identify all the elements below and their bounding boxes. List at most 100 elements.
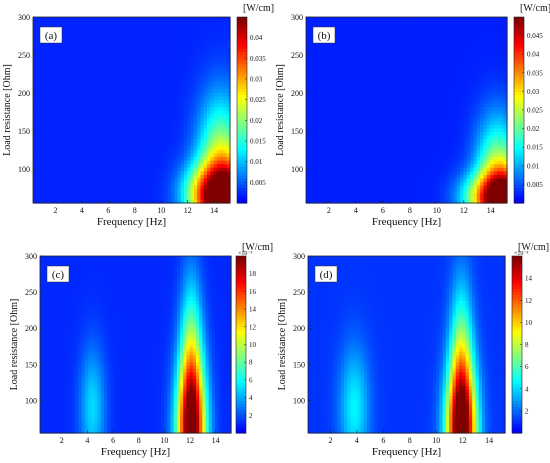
heatmap-cell (52, 152, 57, 158)
heatmap-cell (161, 63, 165, 68)
heatmap-cell (184, 195, 188, 201)
heatmap-cell (223, 102, 228, 108)
heatmap-cell (167, 195, 172, 201)
heatmap-cell (329, 70, 334, 75)
heatmap-cell (366, 145, 371, 150)
heatmap-cell (59, 138, 64, 143)
heatmap-cell (49, 135, 54, 140)
heatmap-cell (59, 24, 64, 29)
heatmap-cell (121, 49, 126, 54)
heatmap-cell (75, 92, 80, 97)
heatmap-cell (207, 31, 211, 36)
heatmap-cell (200, 181, 205, 186)
heatmap-cell (399, 110, 404, 115)
heatmap-cell (207, 77, 211, 82)
x-tick-label: 10 (157, 206, 165, 215)
heatmap-cell (326, 131, 331, 136)
heatmap-cell (124, 45, 129, 50)
heatmap-cell (339, 56, 344, 61)
heatmap-cell (55, 42, 60, 47)
heatmap-cell (332, 70, 337, 75)
heatmap-cell (55, 149, 60, 154)
heatmap-cell (373, 113, 377, 118)
heatmap-cell (55, 88, 60, 93)
heatmap-cell (316, 185, 320, 190)
heatmap-cell (105, 59, 110, 65)
heatmap-cell (98, 31, 103, 36)
heatmap-cell (88, 160, 93, 165)
heatmap-cell (69, 181, 73, 186)
heatmap-cell (115, 160, 119, 165)
heatmap-cell (78, 52, 83, 57)
heatmap-cell (203, 117, 208, 122)
heatmap-cell (393, 38, 398, 43)
heatmap-cell (121, 20, 126, 25)
heatmap-cell (134, 149, 139, 154)
heatmap-cell (389, 106, 394, 111)
heatmap-cell (184, 174, 188, 179)
heatmap-cell (161, 195, 165, 201)
heatmap-cell (329, 67, 334, 72)
heatmap-cell (383, 195, 387, 201)
heatmap-cell (190, 174, 195, 179)
heatmap-cell (399, 192, 404, 197)
heatmap-cell (220, 49, 225, 54)
heatmap-cell (339, 59, 344, 65)
heatmap-cell (161, 167, 165, 172)
heatmap-cell (121, 117, 126, 122)
heatmap-cell (379, 124, 384, 129)
heatmap-cell (121, 181, 126, 186)
heatmap-cell (346, 56, 351, 61)
heatmap-cell (98, 192, 103, 197)
heatmap-cell (329, 52, 334, 57)
heatmap-cell (98, 185, 103, 190)
colorbar-swatch (237, 162, 247, 167)
heatmap-cell (362, 149, 367, 154)
heatmap-cell (46, 170, 51, 175)
heatmap-cell (379, 77, 384, 82)
heatmap-cell (88, 67, 93, 72)
heatmap-cell (121, 88, 126, 93)
heatmap-cell (322, 20, 327, 25)
heatmap-cell (174, 63, 179, 68)
heatmap-cell (147, 45, 152, 50)
heatmap-cell (141, 110, 146, 115)
heatmap-cell (167, 77, 172, 82)
heatmap-cell (399, 42, 404, 47)
heatmap-cell (98, 74, 103, 79)
heatmap-cell (131, 181, 136, 186)
heatmap-cell (121, 177, 126, 183)
heatmap-cell (399, 24, 404, 29)
heatmap-cell (406, 20, 411, 25)
heatmap-cell (88, 120, 93, 125)
heatmap-cell (33, 127, 37, 133)
heatmap-cell (111, 42, 116, 47)
heatmap-cell (154, 70, 159, 75)
heatmap-cell (200, 52, 205, 57)
heatmap-cell (138, 188, 142, 193)
heatmap-cell (342, 49, 347, 54)
heatmap-cell (203, 138, 208, 143)
heatmap-cell (174, 31, 179, 36)
heatmap-cell (193, 106, 198, 111)
heatmap-cell (151, 117, 156, 122)
heatmap-cell (319, 152, 324, 158)
heatmap-cell (200, 163, 205, 168)
heatmap-cell (376, 88, 381, 93)
heatmap-cell (121, 34, 126, 40)
heatmap-cell (92, 92, 96, 97)
heatmap-cell (329, 174, 334, 179)
heatmap-cell (124, 31, 129, 36)
heatmap-cell (124, 77, 129, 82)
heatmap-cell (151, 52, 156, 57)
heatmap-cell (170, 34, 175, 40)
heatmap-cell (164, 63, 169, 68)
heatmap-cell (72, 156, 77, 161)
heatmap-cell (46, 56, 51, 61)
heatmap-cell (95, 27, 100, 32)
heatmap-cell (339, 45, 344, 50)
heatmap-cell (383, 17, 387, 22)
heatmap-cell (216, 117, 221, 122)
colorbar: 0.0050.010.0150.020.0250.030.0350.04[W/c… (236, 3, 274, 204)
heatmap-cell (95, 177, 100, 183)
